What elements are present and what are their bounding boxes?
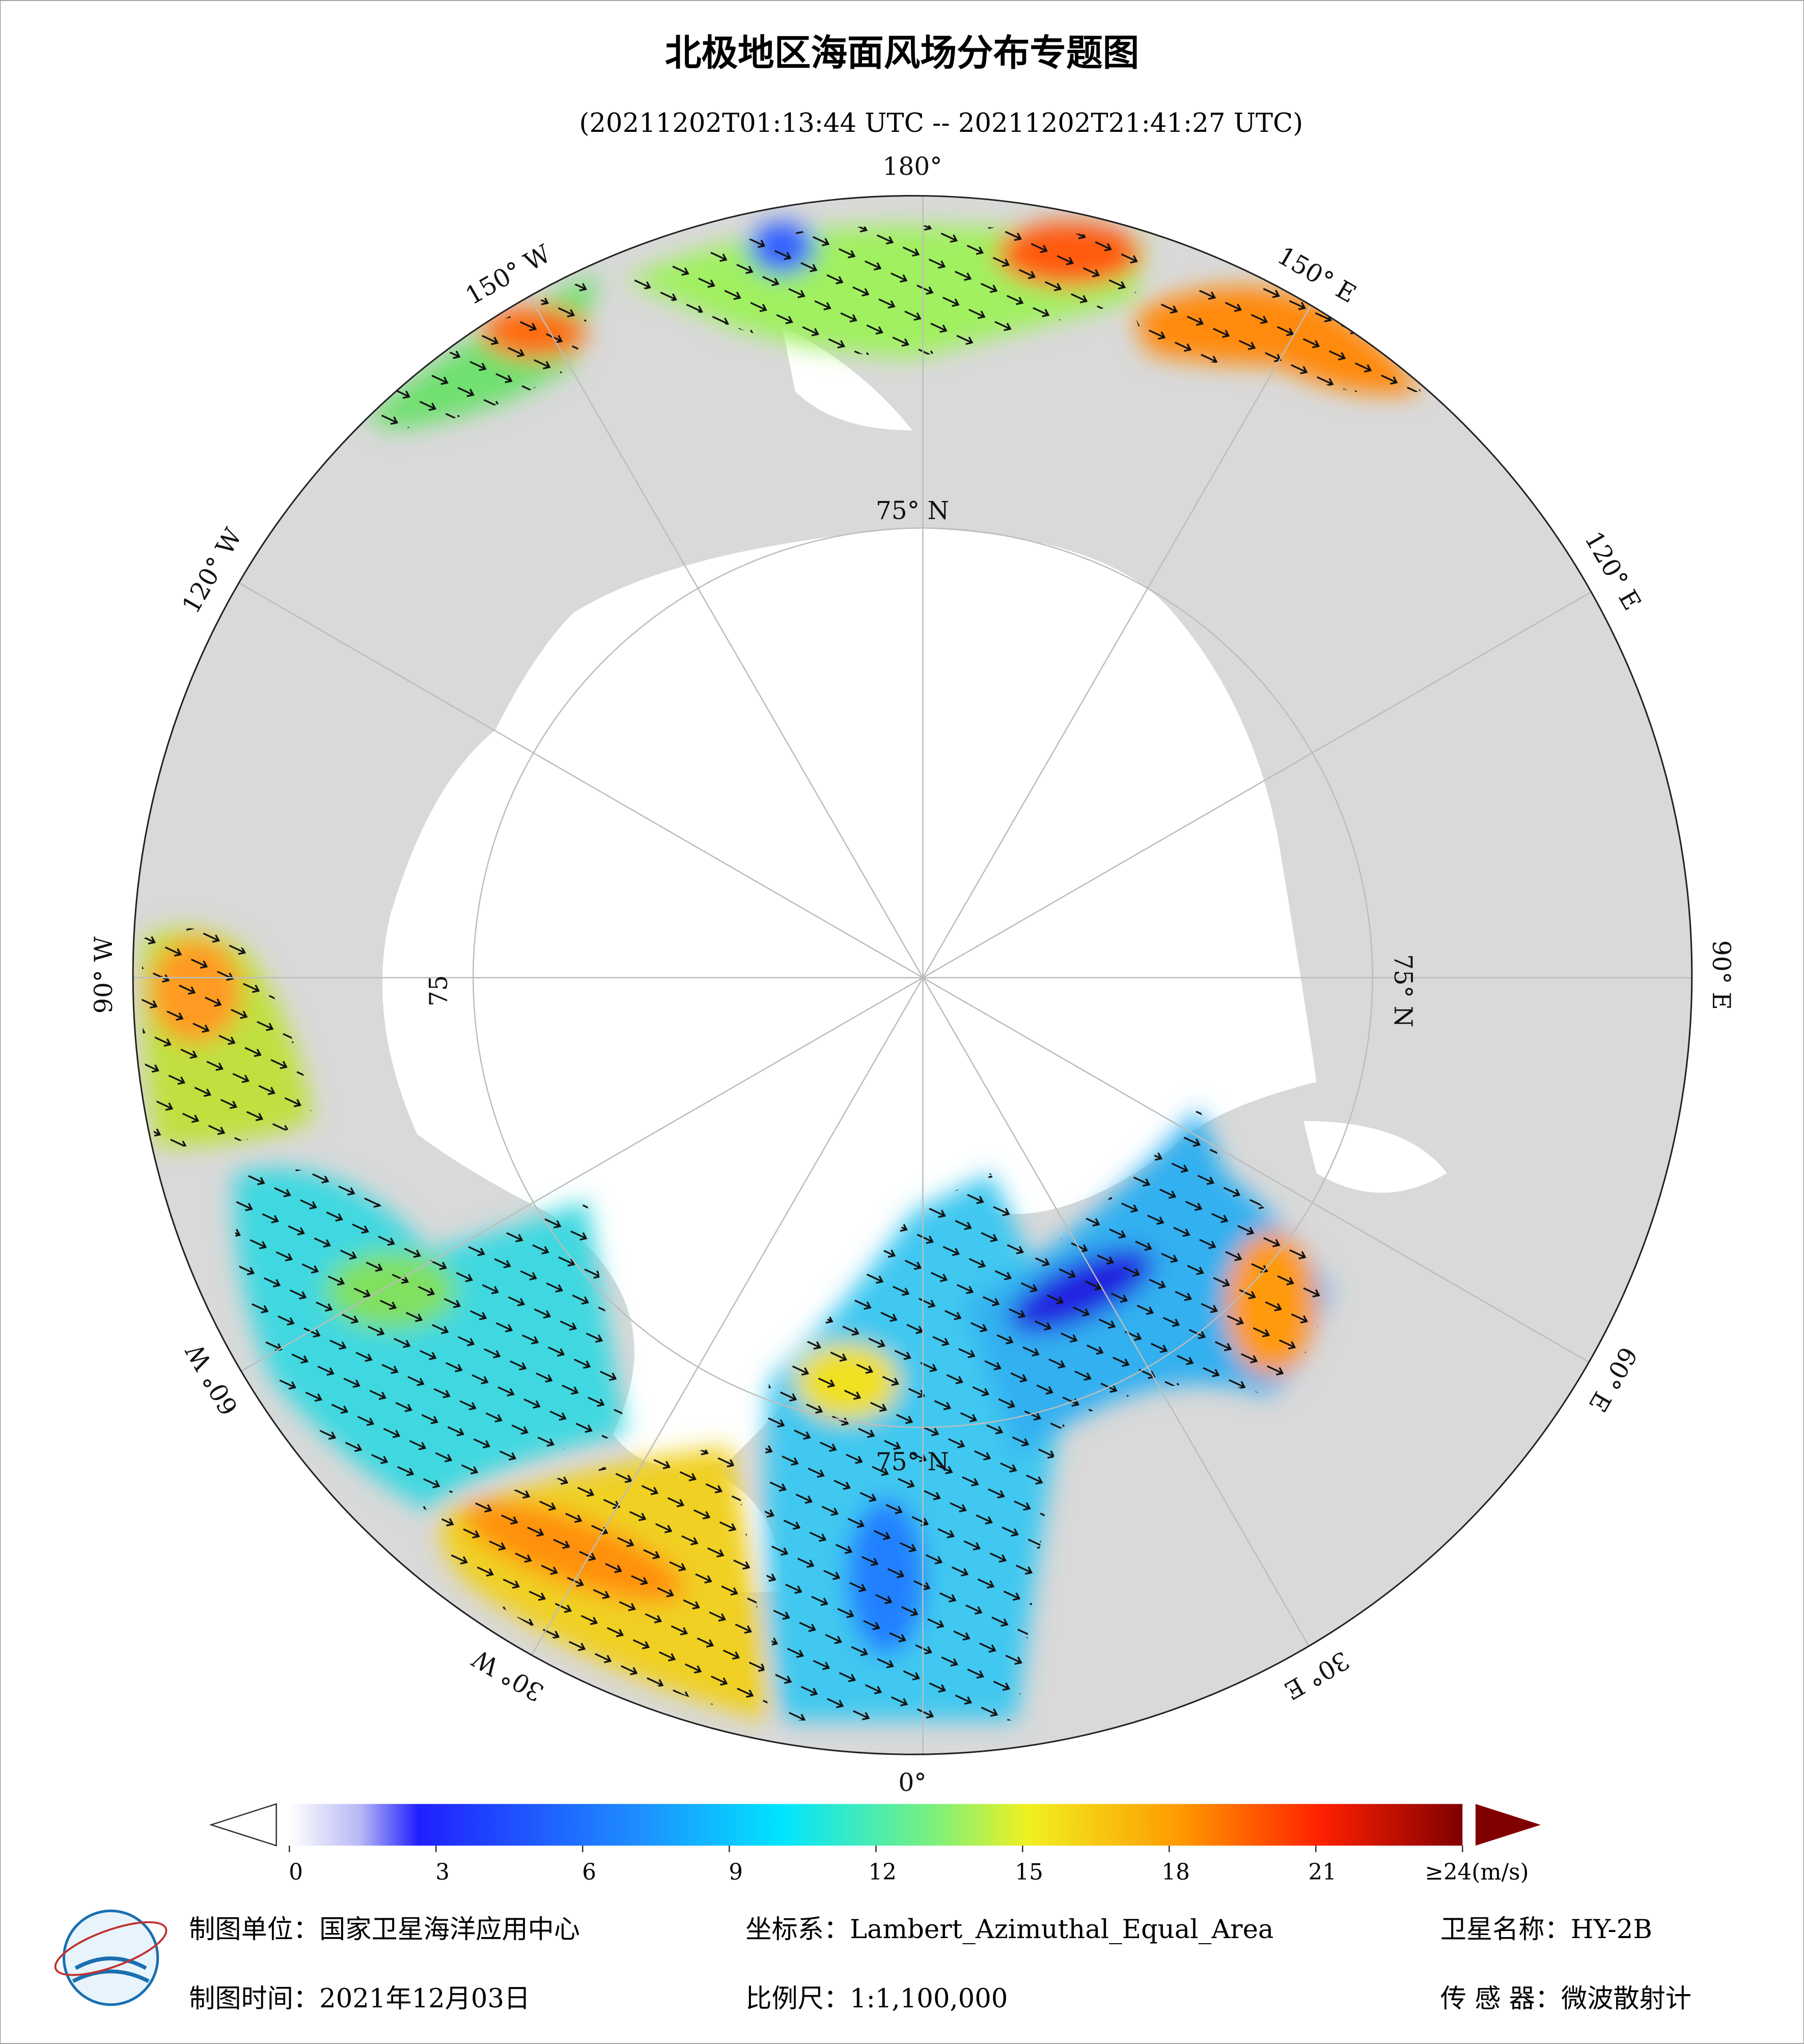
- title: 北极地区海面风场分布专题图: [665, 31, 1140, 74]
- meridian: [922, 977, 1623, 1383]
- meridian: [518, 977, 924, 1678]
- longitude-label: 0°: [898, 1769, 926, 1797]
- longitude-label: 90° W: [90, 937, 118, 1014]
- footer: 制图单位：国家卫星海洋应用中心 坐标系：Lambert_Azimuthal_Equ…: [189, 1914, 1691, 2014]
- colorbar-tick-label: 15: [1015, 1860, 1043, 1885]
- colorbar-tick-label: 3: [435, 1860, 450, 1885]
- footer-item: 比例尺：1:1,100,000: [745, 1983, 1008, 2014]
- map-border: [132, 194, 1693, 1755]
- footer-item: 传 感 器：微波散射计: [1440, 1983, 1691, 2014]
- meridian: [518, 277, 924, 978]
- meridian: [223, 573, 924, 978]
- footer-item: 制图单位：国家卫星海洋应用中心: [189, 1914, 580, 1945]
- graticule: [133, 195, 1692, 1755]
- longitude-label: 180°: [882, 153, 942, 181]
- colorbar-max-arrow: [1475, 1804, 1541, 1846]
- colorbar-tick-label: 6: [582, 1860, 596, 1885]
- latitude-label: 75° N: [876, 496, 949, 525]
- meridian: [223, 977, 924, 1383]
- footer-item: 坐标系：Lambert_Azimuthal_Equal_Area: [745, 1914, 1273, 1945]
- sea-ice: [382, 528, 1317, 1469]
- colorbar: 0 3 6 9 12 15 18 21 ≥24(m/s): [209, 1803, 1541, 1885]
- latitude-label: 75° N: [1389, 954, 1417, 1027]
- colorbar-tick-label: 12: [868, 1860, 896, 1885]
- footer-item: 制图时间：2021年12月03日: [189, 1983, 530, 2014]
- colorbar-tick-label: 18: [1161, 1860, 1189, 1885]
- subtitle: (20211202T01:13:44 UTC -- 20211202T21:41…: [579, 108, 1303, 138]
- colorbar-tick-label: 9: [729, 1860, 743, 1885]
- colorbar-ramp: [289, 1804, 1463, 1846]
- latitude-label: 75: [425, 975, 453, 1006]
- colorbar-min-arrow: [209, 1803, 277, 1847]
- logo-orbit: [54, 1921, 168, 1976]
- latitude-label: 75° N: [876, 1448, 949, 1476]
- footer-item: 卫星名称：HY-2B: [1440, 1914, 1652, 1945]
- logo-waves: [72, 1956, 150, 1983]
- meridian: [922, 977, 1328, 1678]
- logo: [54, 1909, 168, 2006]
- colorbar-tick-label: 21: [1308, 1860, 1336, 1885]
- longitude-label: 90° E: [1707, 940, 1735, 1010]
- meridian: [922, 277, 1328, 978]
- latitude-labels: 75° N 75° N 75° N 75: [425, 496, 1417, 1476]
- colorbar-tick-label: 0: [289, 1860, 303, 1885]
- meridian: [922, 573, 1623, 978]
- colorbar-max-label: ≥24(m/s): [1425, 1860, 1529, 1885]
